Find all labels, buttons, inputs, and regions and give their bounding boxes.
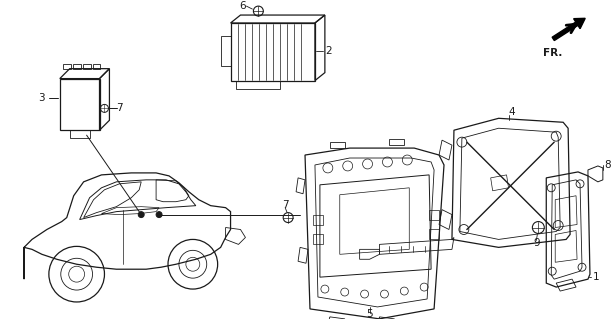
FancyArrow shape <box>552 18 585 41</box>
Circle shape <box>138 212 144 218</box>
Text: 5: 5 <box>367 309 373 319</box>
Text: 7: 7 <box>116 103 122 113</box>
Text: 7: 7 <box>282 200 288 210</box>
Text: 8: 8 <box>604 160 611 170</box>
Text: 6: 6 <box>239 1 245 11</box>
Text: 9: 9 <box>533 238 539 248</box>
Text: FR.: FR. <box>543 48 563 58</box>
Text: 1: 1 <box>593 272 600 282</box>
Circle shape <box>156 212 162 218</box>
Text: 4: 4 <box>508 107 515 117</box>
Text: 3: 3 <box>39 93 46 103</box>
Text: 2: 2 <box>325 46 331 56</box>
